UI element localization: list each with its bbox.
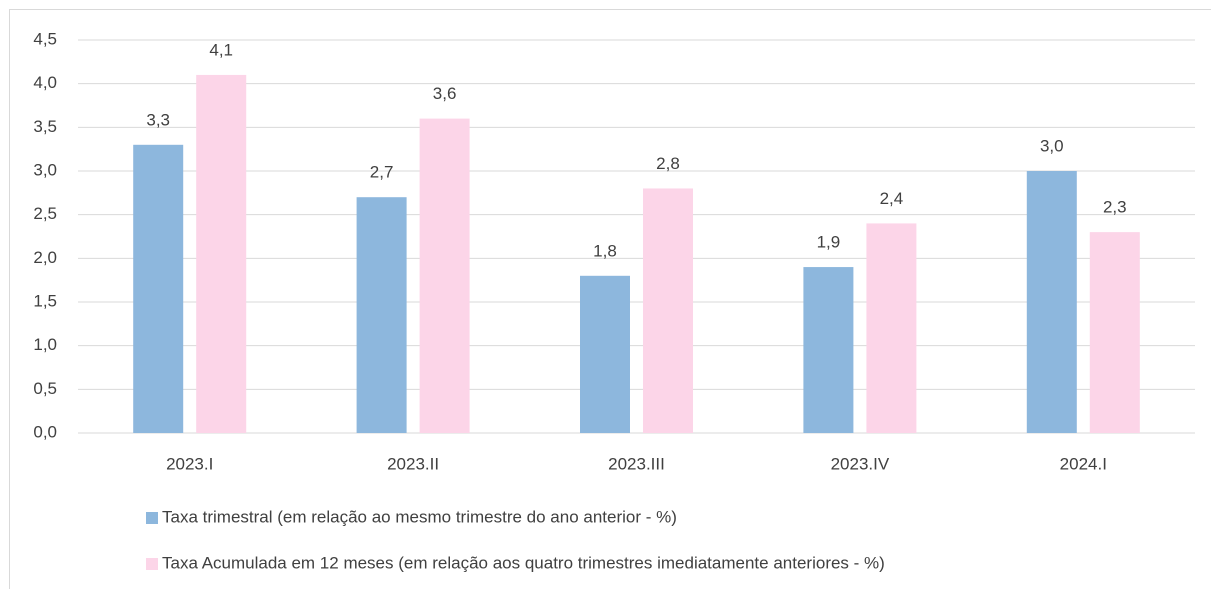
- data-label: 2,3: [1103, 198, 1127, 217]
- legend-swatch: [146, 558, 158, 570]
- bar: [803, 267, 854, 433]
- data-label: 1,9: [817, 233, 841, 252]
- data-label: 3,3: [146, 110, 170, 129]
- bar: [580, 275, 630, 433]
- y-tick-label: 3,0: [33, 160, 57, 179]
- legend-swatch: [146, 512, 158, 524]
- bar: [1026, 171, 1077, 433]
- data-label: 3,0: [1040, 136, 1064, 155]
- y-tick-label: 0,0: [33, 422, 57, 441]
- bar: [133, 144, 184, 434]
- x-tick-label: 2023.IV: [831, 454, 890, 473]
- bar: [356, 197, 407, 433]
- y-tick-label: 4,5: [33, 29, 57, 48]
- y-tick-label: 1,0: [33, 335, 57, 354]
- y-tick-label: 1,5: [33, 291, 57, 310]
- y-tick-label: 2,5: [33, 204, 57, 223]
- bar: [643, 188, 693, 433]
- x-tick-label: 2024.I: [1060, 454, 1107, 473]
- bar: [866, 223, 917, 433]
- data-label: 1,8: [593, 241, 617, 260]
- x-tick-label: 2023.I: [166, 454, 213, 473]
- legend-label: Taxa Acumulada em 12 meses (em relação a…: [162, 553, 885, 572]
- data-label: 3,6: [433, 84, 457, 103]
- y-tick-label: 2,0: [33, 248, 57, 267]
- legend-label: Taxa trimestral (em relação ao mesmo tri…: [162, 507, 677, 526]
- bar: [1089, 232, 1140, 433]
- x-tick-label: 2023.III: [608, 454, 665, 473]
- bar: [419, 118, 470, 433]
- data-label: 2,8: [656, 154, 680, 173]
- chart-border: [9, 9, 1211, 589]
- data-label: 2,4: [880, 189, 904, 208]
- y-tick-label: 4,0: [33, 73, 57, 92]
- bar: [196, 74, 247, 433]
- data-label: 4,1: [209, 40, 233, 59]
- data-label: 2,7: [370, 163, 394, 182]
- x-tick-label: 2023.II: [387, 454, 439, 473]
- y-tick-label: 3,5: [33, 117, 57, 136]
- y-tick-label: 0,5: [33, 379, 57, 398]
